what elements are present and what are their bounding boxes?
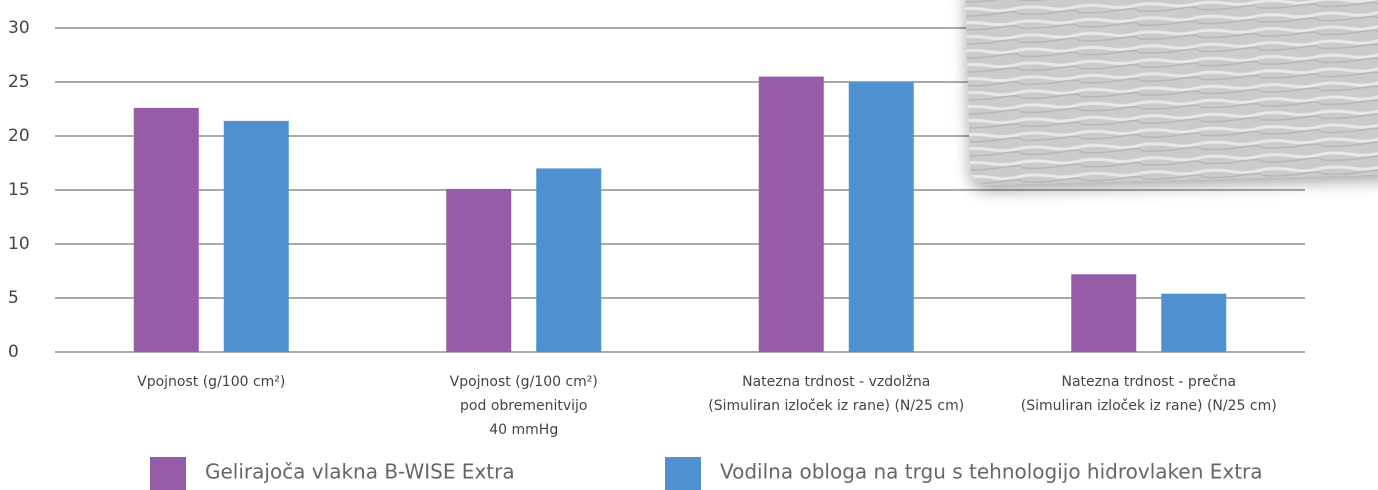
bar — [1071, 274, 1136, 352]
bar — [759, 77, 824, 352]
bar — [1161, 294, 1226, 352]
bar — [446, 189, 511, 352]
y-tick-label: 15 — [8, 180, 30, 200]
y-tick-label: 0 — [8, 342, 19, 362]
x-tick-label: Vpojnost (g/100 cm²) — [137, 374, 285, 390]
x-tick-label: Natezna trdnost - prečna — [1061, 374, 1236, 390]
y-tick-label: 30 — [8, 18, 30, 38]
y-tick-label: 20 — [8, 126, 30, 146]
photo — [965, 0, 1378, 185]
bar — [536, 168, 601, 352]
legend-swatch — [665, 457, 701, 490]
dressing-photo — [965, 0, 1378, 185]
x-tick-label: Natezna trdnost - vzdolžna — [742, 374, 930, 390]
x-tick-label: 40 mmHg — [489, 422, 558, 438]
chart: 0 5 10 15 20 25 30 Vpojnost (g/100 cm²) Vpojnos… — [0, 0, 1378, 490]
x-tick-label: pod obremenitvijo — [460, 398, 587, 414]
x-tick-label: (Simuliran izloček iz rane) (N/25 cm) — [1021, 398, 1277, 414]
bar — [224, 121, 289, 352]
x-tick-label: Vpojnost (g/100 cm²) — [450, 374, 598, 390]
y-tick-label: 10 — [8, 234, 30, 254]
legend-label: Vodilna obloga na trgu s tehnologijo hid… — [720, 460, 1263, 484]
legend-swatch — [150, 457, 186, 490]
bar — [849, 82, 914, 352]
bar — [134, 108, 199, 352]
x-tick-label: (Simuliran izloček iz rane) (N/25 cm) — [708, 398, 964, 414]
legend-label: Gelirajoča vlakna B-WISE Extra — [205, 460, 515, 484]
y-tick-label: 5 — [8, 288, 19, 308]
y-tick-label: 25 — [8, 72, 30, 92]
